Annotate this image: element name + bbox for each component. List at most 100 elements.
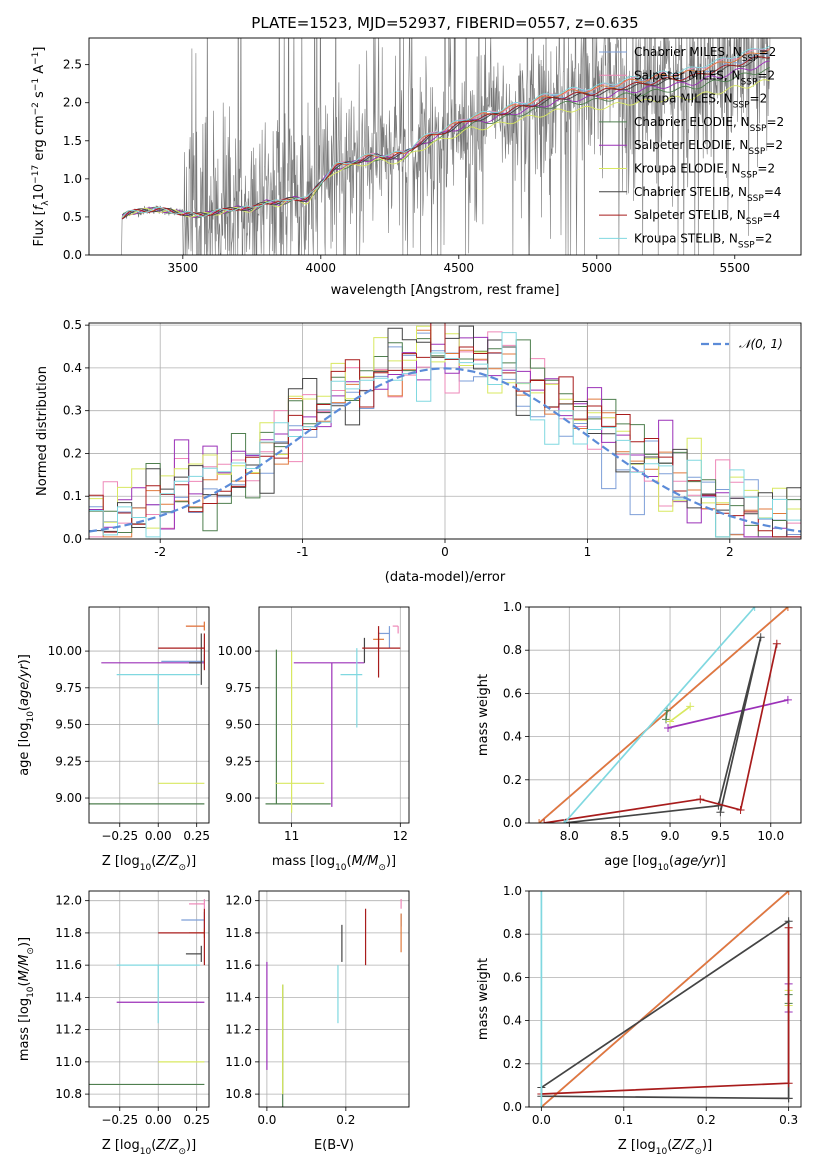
y-tick-label: 0.0 <box>503 816 522 830</box>
y-tick-label: 9.25 <box>225 754 252 768</box>
errorbar-salpeter-miles <box>392 625 399 634</box>
legend-label: Chabrier MILES, NSSP=2 <box>634 45 776 64</box>
weight_vs_age-ticks: 8.0 8.5 9.0 9.5 10.0 0.0 0.2 0.4 0.6 0.8 1.0 <box>503 600 784 843</box>
model-line-kroupa-stelib <box>121 45 770 218</box>
x-tick-label: 0.2 <box>697 1113 716 1127</box>
y-tick-label: 0.6 <box>503 970 522 984</box>
weight-marker <box>756 633 765 642</box>
legend-label: Salpeter STELIB, NSSP=4 <box>634 208 780 227</box>
y-tick-label: 10.00 <box>48 644 82 658</box>
spectrum-plot-area <box>89 38 771 255</box>
weight-marker <box>537 891 546 895</box>
x-tick-label: 0.1 <box>614 1113 633 1127</box>
residuals-frame <box>88 322 802 540</box>
mass_vs_Z-plot-area <box>89 899 205 1086</box>
y-tick-label: 0.3 <box>63 404 82 418</box>
x-tick-label: 12 <box>393 829 408 843</box>
y-tick-label: 0.0 <box>63 248 82 262</box>
legend-label: Kroupa MILES, NSSP=2 <box>634 92 767 111</box>
weight-marker <box>537 1103 546 1107</box>
legend-label: 𝒩(0, 1) <box>739 337 783 351</box>
age_vs_mass-ticks: 11 12 9.00 9.25 9.50 9.75 10.00 <box>218 644 408 843</box>
x-tick-label: 0.0 <box>532 1113 551 1127</box>
x-tick-label: 10.0 <box>757 829 784 843</box>
legend-label: Kroupa ELODIE, NSSP=2 <box>634 162 775 181</box>
y-tick-label: 0.4 <box>503 730 522 744</box>
errorbar-salpeter-miles <box>189 899 205 909</box>
mass_vs_Z-ylabel: mass [log10(M/M⊙)] <box>17 937 36 1061</box>
errorbar-salpeter-stelib <box>362 626 401 678</box>
legend-label: Chabrier ELODIE, NSSP=2 <box>634 115 784 134</box>
weight-marker <box>783 695 792 704</box>
y-tick-label: 0.4 <box>63 361 82 375</box>
y-tick-label: 1.0 <box>503 884 522 898</box>
weight_vs_age-ylabel: mass weight <box>476 674 491 756</box>
y-tick-label: 1.0 <box>503 600 522 614</box>
weight-marker <box>560 819 569 823</box>
x-tick-label: 0 <box>441 545 449 559</box>
mass_vs_Z-frame <box>88 890 210 1108</box>
y-tick-label: 1.0 <box>63 172 82 186</box>
weight-line-kroupa-miles <box>538 607 789 823</box>
weight-marker <box>662 715 671 724</box>
weight-line-kroupa-elodie <box>669 705 691 723</box>
age_vs_mass-plot-area <box>265 625 401 813</box>
weight-line-salpeter-stelib <box>543 643 778 823</box>
weight_vs_Z-panel: 0.0 0.1 0.2 0.3 0.0 0.2 0.4 0.6 0.8 1.0 Z [log10(Z… <box>476 884 802 1157</box>
x-tick-label: 3500 <box>168 261 199 275</box>
errorbar-chabrier-elodie <box>265 649 331 805</box>
weight-marker <box>535 819 544 823</box>
y-tick-label: 2.0 <box>63 96 82 110</box>
residuals-ticks: -2 -1 0 1 2 0.0 0.1 0.2 0.3 0.4 0.5 <box>63 318 734 559</box>
weight-marker <box>696 795 705 804</box>
y-tick-label: 0.2 <box>503 1057 522 1071</box>
y-tick-label: 1.5 <box>63 134 82 148</box>
spectrum-ylabel: Flux [fλ10−17 erg cm−2 s−1 A−1] <box>31 47 51 247</box>
figure-title: PLATE=1523, MJD=52937, FIBERID=0557, z=0… <box>251 14 638 32</box>
y-tick-label: 9.25 <box>55 754 82 768</box>
errorbar-kroupa-stelib <box>116 964 200 1024</box>
weight_vs_Z-xlabel: Z [log10(Z/Z⊙)] <box>618 1138 712 1157</box>
weight-line-kroupa-stelib <box>563 607 756 823</box>
weight_vs_age-frame <box>528 606 802 824</box>
errorbar-kroupa-miles <box>185 621 205 631</box>
histogram-kroupa-stelib <box>89 332 801 538</box>
weight_vs_Z-ticks: 0.0 0.1 0.2 0.3 0.0 0.2 0.4 0.6 0.8 1.0 <box>503 884 798 1127</box>
errorbar-salpeter-stelib <box>158 633 205 671</box>
legend-label: Salpeter MILES, NSSP=2 <box>634 68 775 87</box>
y-tick-label: 0.1 <box>63 489 82 503</box>
y-tick-label: 11.4 <box>55 990 82 1004</box>
y-tick-label: 11.4 <box>225 990 252 1004</box>
weight-marker <box>666 717 675 726</box>
spectrum-frame <box>88 37 802 256</box>
x-tick-label: 0.2 <box>336 1113 355 1127</box>
age_vs_Z-frame <box>88 606 210 824</box>
age_vs_mass-frame <box>258 606 410 824</box>
weight-marker <box>784 923 793 932</box>
weight_vs_age-xlabel: age [log10(age/yr)] <box>604 854 726 873</box>
y-tick-label: 11.8 <box>225 926 252 940</box>
x-tick-label: 0.3 <box>779 1113 798 1127</box>
mass_vs_EBV-plot-area <box>266 899 402 1107</box>
y-tick-label: 0.5 <box>63 210 82 224</box>
spectrum-panel: 3500 4000 4500 5000 5500 0.0 0.5 1.0 1.5 2.0 2.5 Ch… <box>31 37 802 298</box>
y-tick-label: 9.00 <box>55 791 82 805</box>
weight-marker <box>736 806 745 815</box>
y-tick-label: 11.0 <box>225 1055 252 1069</box>
errorbar-chabrier-stelib <box>185 945 202 962</box>
errorbar-kroupa-stelib <box>340 648 363 728</box>
y-tick-label: 11.6 <box>225 958 252 972</box>
x-tick-label: 0.00 <box>145 1113 172 1127</box>
x-tick-label: −0.25 <box>101 1113 138 1127</box>
weight-marker <box>784 1094 793 1103</box>
weight-marker <box>772 639 781 648</box>
x-tick-label: -1 <box>297 545 309 559</box>
x-tick-label: 4000 <box>306 261 337 275</box>
residuals-panel: -2 -1 0 1 2 0.0 0.1 0.2 0.3 0.4 0.5 𝒩(0, 1) (data-mo… <box>35 318 802 585</box>
x-tick-label: 2 <box>726 545 734 559</box>
weight-marker <box>686 702 695 711</box>
weight-line-salpeter-elodie <box>667 699 789 729</box>
weight_vs_Z-plot-area <box>537 891 793 1107</box>
age_vs_mass-panel: 11 12 9.00 9.25 9.50 9.75 10.00 mass [log10(M/M… <box>218 606 410 873</box>
